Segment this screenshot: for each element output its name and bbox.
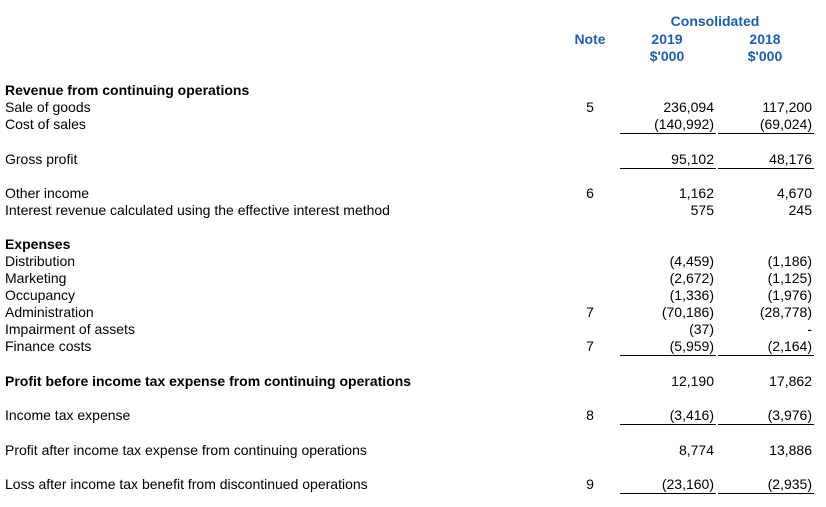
loss-discontinued-note: 9 <box>586 476 594 492</box>
expenses-heading: Expenses <box>5 236 71 252</box>
administration-label: Administration <box>5 304 94 320</box>
impairment-label: Impairment of assets <box>5 321 135 337</box>
interest-revenue-2019: 575 <box>690 202 714 218</box>
loss-discontinued-rule-2019 <box>620 493 716 494</box>
income-tax-2019: (3,416) <box>669 407 714 423</box>
profit-before-tax-2018: 17,862 <box>769 373 812 389</box>
other-income-note: 6 <box>586 185 594 201</box>
profit-after-tax-label: Profit after income tax expense from con… <box>5 442 367 458</box>
other-income-2018: 4,670 <box>776 185 812 201</box>
administration-note: 7 <box>586 304 594 320</box>
profit-before-tax-label: Profit before income tax expense from co… <box>5 373 412 389</box>
gross-profit-2018: 48,176 <box>769 151 812 167</box>
loss-discontinued-label: Loss after income tax benefit from disco… <box>5 476 368 492</box>
administration-2018: (28,778) <box>759 304 812 320</box>
interest-revenue-label: Interest revenue calculated using the ef… <box>5 202 390 218</box>
impairment-2018: - <box>807 321 812 337</box>
cost-of-sales-2019: (140,992) <box>654 116 714 132</box>
other-income-label: Other income <box>5 185 90 201</box>
interest-revenue-2018: 245 <box>788 202 812 218</box>
income-tax-note: 8 <box>586 407 594 423</box>
profit-after-tax-2018: 13,886 <box>769 442 812 458</box>
marketing-label: Marketing <box>5 270 67 286</box>
distribution-label: Distribution <box>5 253 76 269</box>
year-2019-header: 2019 <box>651 31 683 47</box>
profit-after-tax-2019: 8,774 <box>678 442 714 458</box>
year-2018-header: 2018 <box>749 31 781 47</box>
finance-costs-2019: (5,959) <box>669 338 714 354</box>
note-column-header: Note <box>574 31 606 47</box>
cost-of-sales-rule-2019 <box>620 133 716 134</box>
loss-discontinued-2019: (23,160) <box>661 476 714 492</box>
other-income-2019: 1,162 <box>678 185 714 201</box>
sale-of-goods-2018: 117,200 <box>762 99 812 115</box>
distribution-2018: (1,186) <box>767 253 812 269</box>
income-tax-2018: (3,976) <box>767 407 812 423</box>
occupancy-label: Occupancy <box>5 287 76 303</box>
finance-costs-note: 7 <box>586 338 594 354</box>
gross-profit-2019: 95,102 <box>671 151 714 167</box>
impairment-2019: (37) <box>689 321 714 337</box>
loss-discontinued-rule-2018 <box>718 493 814 494</box>
unit-2019-header: $'000 <box>649 48 685 64</box>
consolidated-header: Consolidated <box>670 13 760 29</box>
distribution-2019: (4,459) <box>669 253 714 269</box>
marketing-2018: (1,125) <box>767 270 812 286</box>
sale-of-goods-label: Sale of goods <box>5 99 91 115</box>
finance-costs-label: Finance costs <box>5 338 92 354</box>
cost-of-sales-label: Cost of sales <box>5 116 86 132</box>
gross-profit-label: Gross profit <box>5 151 78 167</box>
unit-2018-header: $'000 <box>747 48 783 64</box>
gross-profit-rule-2018 <box>718 168 814 169</box>
income-tax-rule-2018 <box>718 424 814 425</box>
cost-of-sales-2018: (69,024) <box>759 116 812 132</box>
sale-of-goods-note: 5 <box>586 99 594 115</box>
finance-costs-rule-2019 <box>620 355 716 356</box>
occupancy-2018: (1,976) <box>767 287 812 303</box>
loss-discontinued-2018: (2,935) <box>767 476 812 492</box>
occupancy-2019: (1,336) <box>669 287 714 303</box>
sale-of-goods-2019: 236,094 <box>663 99 714 115</box>
gross-profit-rule-2019 <box>620 168 716 169</box>
revenue-heading: Revenue from continuing operations <box>5 82 250 98</box>
profit-before-tax-2019: 12,190 <box>671 373 714 389</box>
finance-costs-rule-2018 <box>718 355 814 356</box>
income-tax-label: Income tax expense <box>5 407 131 423</box>
cost-of-sales-rule-2018 <box>718 133 814 134</box>
income-tax-rule-2019 <box>620 424 716 425</box>
marketing-2019: (2,672) <box>669 270 714 286</box>
finance-costs-2018: (2,164) <box>767 338 812 354</box>
administration-2019: (70,186) <box>661 304 714 320</box>
